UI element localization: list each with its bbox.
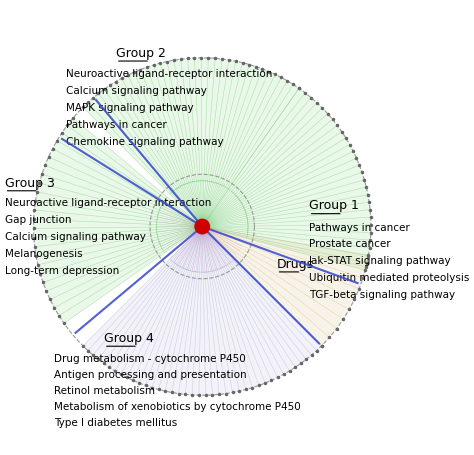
Text: Neuroactive ligand-receptor interaction: Neuroactive ligand-receptor interaction bbox=[5, 198, 211, 208]
Polygon shape bbox=[202, 88, 371, 270]
Text: Group 1: Group 1 bbox=[309, 199, 358, 212]
Text: Antigen processing and presentation: Antigen processing and presentation bbox=[54, 370, 246, 380]
Circle shape bbox=[195, 219, 210, 234]
Text: Drugs: Drugs bbox=[276, 258, 314, 271]
Text: Type I diabetes mellitus: Type I diabetes mellitus bbox=[54, 418, 177, 428]
Polygon shape bbox=[83, 227, 321, 395]
Text: Pathways in cancer: Pathways in cancer bbox=[309, 222, 410, 233]
Text: Jak-STAT signaling pathway: Jak-STAT signaling pathway bbox=[309, 256, 451, 266]
Text: TGF-beta signaling pathway: TGF-beta signaling pathway bbox=[309, 290, 455, 300]
Text: Metabolism of xenobiotics by cytochrome P450: Metabolism of xenobiotics by cytochrome … bbox=[54, 402, 301, 412]
Text: Drug metabolism - cytochrome P450: Drug metabolism - cytochrome P450 bbox=[54, 354, 246, 364]
Polygon shape bbox=[83, 58, 299, 227]
Text: Pathways in cancer: Pathways in cancer bbox=[66, 120, 166, 130]
Text: Group 3: Group 3 bbox=[5, 177, 55, 190]
Text: Ubiquitin mediated proteolysis: Ubiquitin mediated proteolysis bbox=[309, 273, 469, 283]
Text: Calcium signaling pathway: Calcium signaling pathway bbox=[66, 86, 207, 96]
Text: Retinol metabolism: Retinol metabolism bbox=[54, 386, 155, 396]
Text: Group 2: Group 2 bbox=[116, 47, 166, 60]
Text: MAPK signaling pathway: MAPK signaling pathway bbox=[66, 103, 193, 113]
Text: Long-term depression: Long-term depression bbox=[5, 266, 119, 276]
Polygon shape bbox=[202, 227, 368, 346]
Text: Gap junction: Gap junction bbox=[5, 215, 71, 225]
Text: Neuroactive ligand-receptor interaction: Neuroactive ligand-receptor interaction bbox=[66, 69, 272, 79]
Text: Group 4: Group 4 bbox=[104, 332, 154, 345]
Polygon shape bbox=[34, 118, 202, 324]
Text: Chemokine signaling pathway: Chemokine signaling pathway bbox=[66, 136, 223, 147]
Text: Melanogenesis: Melanogenesis bbox=[5, 249, 82, 259]
Text: Calcium signaling pathway: Calcium signaling pathway bbox=[5, 232, 146, 242]
Text: Prostate cancer: Prostate cancer bbox=[309, 239, 390, 249]
